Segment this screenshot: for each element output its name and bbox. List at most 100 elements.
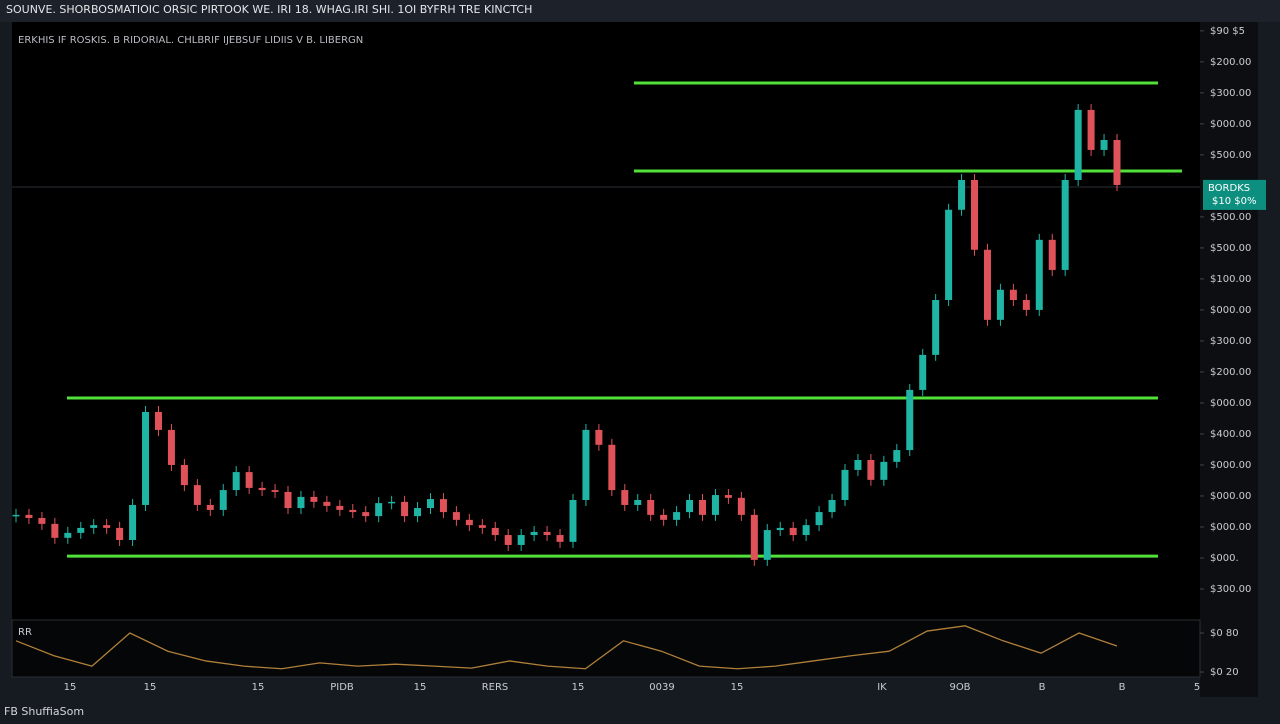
candle-body xyxy=(932,300,940,355)
candle-body xyxy=(750,514,758,560)
price-tag-label: BORDKS xyxy=(1208,183,1250,194)
candle-body xyxy=(478,525,486,528)
candle-body xyxy=(815,512,823,526)
x-tick-label: 0039 xyxy=(649,682,674,693)
candle-body xyxy=(543,531,551,536)
x-tick-label: 15 xyxy=(64,682,77,693)
candle-body xyxy=(556,535,564,542)
candle-body xyxy=(971,180,979,250)
x-tick-label: 15 xyxy=(414,682,427,693)
x-tick-label: 15 xyxy=(572,682,585,693)
y-tick-label: $000.00 xyxy=(1210,305,1251,316)
candle-body xyxy=(25,514,33,518)
y-tick-label: $000.00 xyxy=(1210,119,1251,130)
candle-body xyxy=(271,490,279,492)
candle-body xyxy=(673,512,681,520)
candle-body xyxy=(1022,300,1030,310)
candle-body xyxy=(297,496,305,509)
candle-body xyxy=(401,501,409,517)
y-tick-label: $300.00 xyxy=(1210,584,1251,595)
candle-body xyxy=(362,512,370,517)
title: SOUNVE. SHORBOSMATIOIC ORSIC PIRTOOK WE.… xyxy=(6,3,532,16)
candle-body xyxy=(129,504,137,540)
indicator-line xyxy=(15,625,1118,670)
candle-body xyxy=(452,512,460,520)
candle-body xyxy=(1009,289,1017,300)
candle-body xyxy=(310,496,318,502)
candle-body xyxy=(414,508,422,517)
candle-body xyxy=(1048,239,1056,270)
candle-body xyxy=(465,519,473,526)
candle-body xyxy=(621,490,629,505)
subtitle: ERKHIS IF ROSKIS. B RIDORIAL. CHLBRIF IJ… xyxy=(18,35,363,46)
candle-body xyxy=(439,499,447,513)
candle-body xyxy=(323,501,331,506)
candle-body xyxy=(724,495,732,498)
candle-body xyxy=(893,450,901,462)
candle-body xyxy=(880,461,888,480)
candle-body xyxy=(38,517,46,524)
candle-body xyxy=(116,527,124,540)
price-axis xyxy=(1200,22,1258,697)
candle-body xyxy=(142,411,150,505)
candle-body xyxy=(983,249,991,320)
candle-body xyxy=(1074,109,1082,180)
candle-body xyxy=(388,501,396,504)
indicator-panel xyxy=(11,619,1201,678)
x-tick-label: RERS xyxy=(482,682,509,693)
y-tick-label: $000.00 xyxy=(1210,491,1251,502)
top-bar xyxy=(0,0,1280,22)
candle-body xyxy=(634,500,642,505)
candle-body xyxy=(193,485,201,505)
price-tag xyxy=(1203,179,1266,210)
candle-body xyxy=(349,509,357,513)
candle-body xyxy=(219,490,227,510)
candle-body xyxy=(958,180,966,210)
candle-body xyxy=(660,514,668,520)
candle-body xyxy=(504,535,512,545)
candle-body xyxy=(232,472,240,491)
candle-body xyxy=(595,429,603,445)
y-tick-label: $200.00 xyxy=(1210,367,1251,378)
candle-body xyxy=(608,444,616,491)
y-tick-label: $500.00 xyxy=(1210,212,1251,223)
y-tick-label: $100.00 xyxy=(1210,274,1251,285)
candle-body xyxy=(258,487,266,491)
y-tick-label: $200.00 xyxy=(1210,57,1251,68)
plot-area xyxy=(12,22,1200,620)
candle-body xyxy=(867,460,875,480)
candle-body xyxy=(206,504,214,510)
x-tick-label: B xyxy=(1119,682,1126,693)
candle-body xyxy=(284,491,292,509)
y-tick-label: $000.00 xyxy=(1210,398,1251,409)
candle-body xyxy=(90,525,98,528)
y-tick-label: $300.00 xyxy=(1210,88,1251,99)
candle-body xyxy=(996,289,1004,320)
x-tick-label: 9OB xyxy=(949,682,970,693)
candle-body xyxy=(426,499,434,509)
y-tick-label: $500.00 xyxy=(1210,150,1251,161)
x-tick-label: 15 xyxy=(144,682,157,693)
y-tick-label: $500.00 xyxy=(1210,243,1251,254)
y-tick-label: $000. xyxy=(1210,553,1239,564)
candle-body xyxy=(336,505,344,510)
candle-body xyxy=(945,209,953,300)
candle-body xyxy=(167,429,175,465)
indicator-tick-label: $0 80 xyxy=(1210,628,1239,639)
x-tick-label: 5 xyxy=(1194,682,1200,693)
candle-body xyxy=(582,429,590,500)
candle-body xyxy=(789,527,797,536)
candle-body xyxy=(51,523,59,538)
candle-body xyxy=(569,500,577,542)
candle-body xyxy=(828,500,836,513)
candle-body xyxy=(686,500,694,513)
x-tick-label: PIDB xyxy=(330,682,354,693)
candle-body xyxy=(154,411,162,430)
candle-body xyxy=(530,531,538,536)
x-tick-label: IK xyxy=(877,682,887,693)
price-tag-sublabel: $10 $0% xyxy=(1212,196,1257,207)
candle-body xyxy=(375,503,383,517)
candle-body xyxy=(77,527,85,533)
